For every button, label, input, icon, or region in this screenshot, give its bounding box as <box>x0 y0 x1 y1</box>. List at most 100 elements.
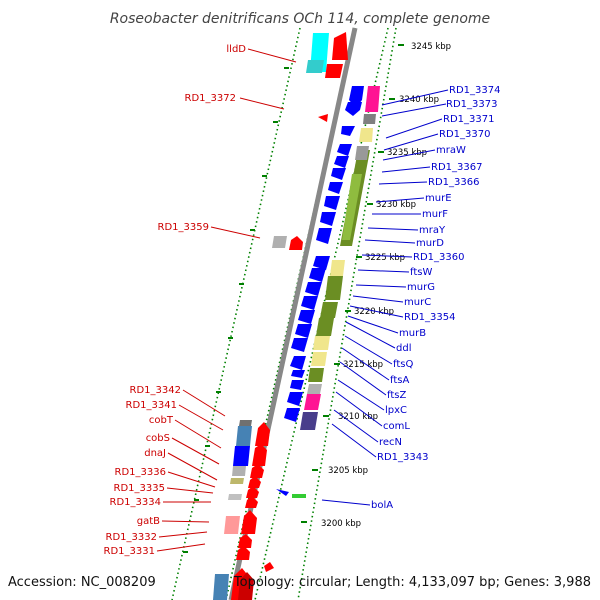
gene-yellow <box>359 128 373 142</box>
gene-cluster-left-mid <box>272 236 303 250</box>
gene-arrow-blue <box>301 296 318 310</box>
gene-pink <box>224 516 240 534</box>
gene-arrow-blue <box>305 282 322 296</box>
map-title: Roseobacter denitrificans OCh 114, compl… <box>110 11 490 27</box>
gene-arrow-blue <box>290 356 306 370</box>
kbp-label: 3240 kbp <box>399 95 439 105</box>
gene-cyan <box>306 60 324 73</box>
gene-arrow-red <box>238 534 252 548</box>
gene-green <box>308 368 324 382</box>
gene-arrow-red <box>252 444 267 466</box>
gene-green <box>325 276 343 300</box>
footer-left-backdrop <box>6 572 146 592</box>
leader-line <box>337 379 385 411</box>
right-labels: RD1_3374 RD1_3373 RD1_3371 RD1_3370 mraW… <box>371 85 500 511</box>
leader-line <box>178 404 224 431</box>
gene-arrow-blue <box>328 182 343 194</box>
leader-line <box>385 118 443 139</box>
leader-line <box>335 391 383 427</box>
leader-line <box>210 226 261 239</box>
leader-line <box>344 335 393 365</box>
leader-line <box>355 284 407 288</box>
leader-line <box>381 89 449 106</box>
gene-label: RD1_3371 <box>443 114 494 125</box>
gene-gray <box>239 420 252 426</box>
leader-line <box>333 409 379 443</box>
gene-gray <box>232 466 246 476</box>
kbp-label: 3235 kbp <box>387 148 427 158</box>
leader-line <box>161 520 210 523</box>
gene-arrow-red <box>241 510 257 534</box>
gene-label: dnaJ <box>144 448 166 459</box>
gene-label: RD1_3370 <box>439 129 490 140</box>
gene-small-red <box>318 114 328 122</box>
gene-label: RD1_3367 <box>431 162 482 173</box>
leader-line <box>239 97 285 110</box>
gene-arrow-blue <box>298 310 315 324</box>
left-labels: lldD RD1_3372 RD1_3359 RD1_3342 RD1_3341… <box>104 44 247 557</box>
gene-cluster-left-lower <box>213 420 274 600</box>
gene-gray-block <box>355 146 369 160</box>
gene-label: RD1_3335 <box>114 483 165 494</box>
leader-line <box>171 437 220 465</box>
leader-line <box>361 254 413 258</box>
gene-label: RD1_3342 <box>130 385 181 396</box>
minor-ticks <box>183 44 404 553</box>
kbp-label: 3220 kbp <box>354 307 394 317</box>
gene-label: RD1_3354 <box>404 312 455 323</box>
right-leader-lines <box>321 89 449 506</box>
leader-line <box>375 197 425 203</box>
leader-line <box>383 133 439 151</box>
leader-line <box>364 239 416 244</box>
leader-line <box>182 389 226 417</box>
gene-label: mraY <box>419 225 446 236</box>
leader-line <box>331 423 377 458</box>
gene-gray <box>307 384 322 394</box>
leader-line <box>381 103 447 117</box>
leader-line <box>352 295 404 303</box>
gene-label: cobS <box>146 433 170 444</box>
leader-line <box>158 531 208 538</box>
accession-text: Accession: NC_008209 <box>8 575 156 590</box>
gene-arrow-blue <box>290 380 304 390</box>
gene-label: lldD <box>226 44 246 55</box>
gene-arrow-blue <box>309 268 326 282</box>
gene-cluster-right-upper <box>316 86 380 246</box>
kbp-label: 3200 kbp <box>321 519 361 529</box>
gene-label: RD1_3374 <box>449 85 500 96</box>
gene-label: ftsZ <box>387 390 406 401</box>
leader-line <box>367 227 419 231</box>
gene-arrow-red <box>289 236 303 250</box>
gene-arrow-red <box>236 546 250 560</box>
gene-label: murE <box>425 193 452 204</box>
gene-arrow-blue <box>295 324 312 338</box>
kbp-label: 3245 kbp <box>411 42 451 52</box>
gene-green <box>316 318 334 336</box>
gene-label: RD1_3334 <box>110 497 161 508</box>
gene-label: lpxC <box>385 405 407 416</box>
gene-steelblue <box>213 574 229 600</box>
leader-line <box>341 347 390 381</box>
outer-dotted-boundary <box>171 27 301 600</box>
kbp-label: 3230 kbp <box>376 200 416 210</box>
gene-label: RD1_3360 <box>413 252 464 263</box>
gene-arrow-blue <box>291 370 305 378</box>
leader-line <box>349 305 404 318</box>
gene-arrow-red <box>255 422 270 446</box>
leader-line <box>167 452 218 481</box>
gene-arrow-blue <box>313 256 330 270</box>
gene-label: RD1_3336 <box>115 467 166 478</box>
gene-magenta <box>365 86 380 112</box>
gene-bola <box>276 489 306 498</box>
leader-line <box>378 181 428 185</box>
gene-label: RD1_3341 <box>126 400 177 411</box>
gene-label: RD1_3343 <box>377 452 428 463</box>
gene-label: bolA <box>371 500 393 511</box>
leader-line <box>357 269 410 273</box>
gene-gray <box>363 114 376 124</box>
gene-khaki <box>230 478 244 484</box>
leader-line <box>321 499 371 506</box>
gene-label: ftsQ <box>393 359 413 370</box>
kbp-label: 3225 kbp <box>365 253 405 263</box>
gene-gray <box>272 236 287 248</box>
